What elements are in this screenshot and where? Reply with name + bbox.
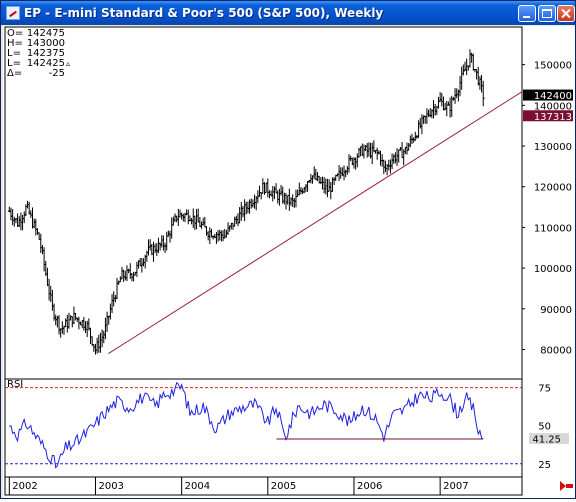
ohlc-value: -25 [49, 68, 65, 79]
date-tick-label: 2002 [12, 481, 37, 492]
rsi-panel [4, 378, 523, 478]
rsi-line[interactable] [9, 381, 484, 469]
trendline[interactable] [108, 91, 523, 355]
ohlc-label: O= [7, 28, 23, 39]
close-icon [561, 8, 571, 19]
date-tick-label: 2005 [271, 481, 296, 492]
ohlc-label: L= [7, 48, 21, 59]
date-tick-label: 2004 [185, 481, 210, 492]
price-tick-label: 120000 [534, 183, 572, 194]
price-bar [481, 80, 485, 107]
minimize-button[interactable] [518, 5, 536, 22]
ohlc-readout: O= 142475 H= 143000 L= 142375 L= 142425 ▵ Δ= -25 [7, 28, 70, 79]
date-axis-labels: 2002 2003 2004 2005 2006 2007 [8, 477, 469, 495]
ohlc-value: 142425 [27, 58, 65, 69]
minimize-icon [523, 16, 530, 18]
ohlc-marker: ▵ [66, 59, 70, 68]
ohlc-label: L= [7, 58, 21, 69]
date-tick-label: 2006 [357, 481, 382, 492]
window-title: EP - E-mini Standard & Poor's 500 (S&P 5… [24, 6, 384, 20]
rsi-value: 41.25 [532, 435, 561, 446]
price-tick-label: 110000 [534, 223, 572, 234]
date-axis [4, 476, 523, 496]
rsi-axis: 25 50 75 [538, 384, 551, 471]
ohlc-value: 142375 [27, 48, 65, 59]
rsi-tick-label: 75 [538, 384, 551, 395]
price-tick-label: 150000 [534, 61, 572, 72]
maximize-button[interactable] [538, 5, 556, 22]
price-tick-label: 130000 [534, 142, 572, 153]
ohlc-label: Δ= [7, 68, 22, 79]
price-tick-label: 140000 [534, 101, 572, 112]
chart-area[interactable]: 80000 90000 100000 110000 120000 130000 140000… [3, 26, 575, 498]
rsi-tick-label: 50 [538, 422, 551, 433]
trendline-price-tag [523, 110, 573, 122]
price-tick-label: 90000 [540, 305, 572, 316]
date-tick-label: 2007 [443, 481, 468, 492]
last-price-value: 142400 [534, 91, 572, 102]
maximize-icon [542, 9, 552, 18]
close-button[interactable] [557, 5, 575, 22]
price-panel [4, 26, 523, 380]
rsi-title: RSI [7, 379, 23, 390]
rsi-tick-label: 25 [538, 460, 551, 471]
app-chart-icon [6, 6, 20, 20]
title-bar[interactable]: EP - E-mini Standard & Poor's 500 (S&P 5… [1, 1, 575, 25]
ohlc-value: 142475 [27, 28, 65, 39]
price-tick-label: 100000 [534, 264, 572, 275]
price-bars [7, 49, 485, 355]
chart-canvas[interactable]: 80000 90000 100000 110000 120000 130000 140000… [3, 26, 575, 498]
price-axis: 80000 90000 100000 110000 120000 130000 140000… [522, 61, 572, 357]
rsi-value-tag [529, 433, 569, 445]
last-price-tag [523, 89, 573, 101]
scroll-right-arrow-icon[interactable] [560, 481, 573, 491]
ohlc-value: 143000 [27, 38, 65, 49]
price-tick-label: 80000 [540, 346, 572, 357]
date-tick-label: 2003 [98, 481, 123, 492]
trendline-price-value: 137313 [534, 112, 572, 123]
ohlc-label: H= [7, 38, 23, 49]
